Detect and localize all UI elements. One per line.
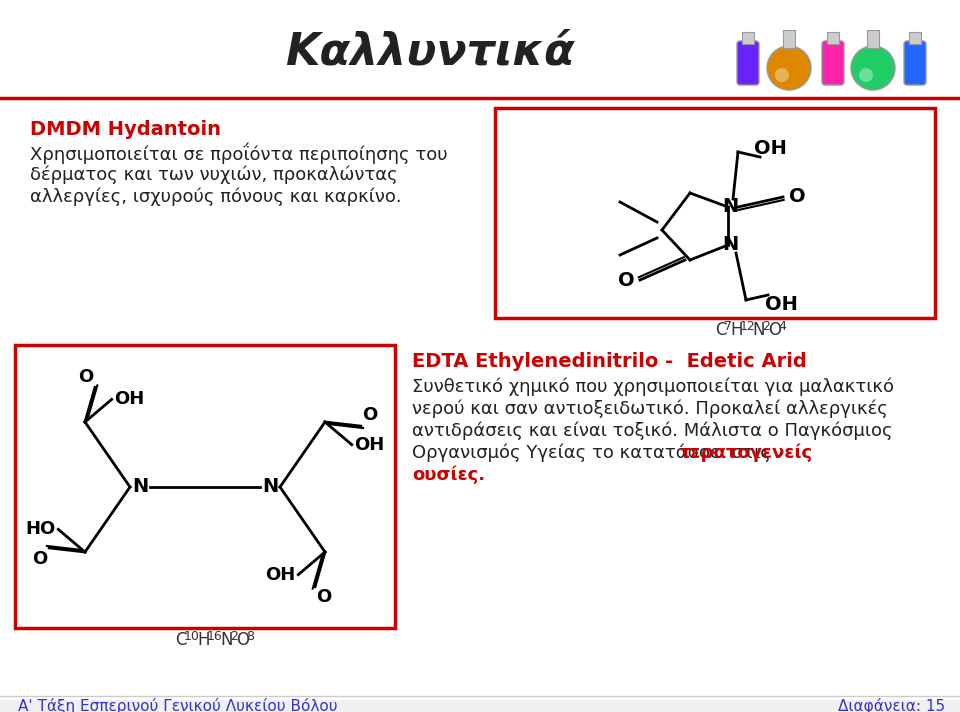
Text: O: O [617,271,635,290]
Text: OH: OH [754,139,786,157]
Text: C: C [175,631,186,649]
Circle shape [851,46,895,90]
Text: 2: 2 [762,320,770,333]
Text: OH: OH [265,565,296,584]
Text: 7: 7 [724,320,732,333]
Text: O: O [317,588,332,607]
Text: 12: 12 [740,320,756,333]
Text: HO: HO [25,520,56,538]
Text: H: H [730,321,742,339]
FancyBboxPatch shape [822,41,844,85]
Text: H: H [197,631,209,649]
Text: 8: 8 [246,629,254,642]
Text: EDTA Ethylenedinitrilo -  Edetic Arid: EDTA Ethylenedinitrilo - Edetic Arid [412,352,806,371]
Text: Χρησιμοποιείται σε προΐόντα περιποίησης του: Χρησιμοποιείται σε προΐόντα περιποίησης … [30,143,447,164]
Text: C: C [715,321,727,339]
Text: αλλεργίες, ισχυρούς πόνους και καρκίνο.: αλλεργίες, ισχυρούς πόνους και καρκίνο. [30,187,401,206]
Text: 16: 16 [207,629,223,642]
Text: O: O [79,367,93,386]
Text: O: O [362,407,377,424]
Text: N: N [132,478,148,496]
Text: Συνθετικό χημικό που χρησιμοποιείται για μαλακτικό: Συνθετικό χημικό που χρησιμοποιείται για… [412,378,894,397]
Text: A' Τάξη Εσπερινού Γενικού Λυκείου Βόλου: A' Τάξη Εσπερινού Γενικού Λυκείου Βόλου [18,698,338,712]
Text: N: N [752,321,764,339]
Text: N: N [220,631,232,649]
Bar [15,345,395,628]
Circle shape [859,68,873,82]
Text: OH: OH [764,295,798,315]
Text: αντιδράσεις και είναι τοξικό. Μάλιστα ο Παγκόσμιος: αντιδράσεις και είναι τοξικό. Μάλιστα ο … [412,422,893,441]
Text: O: O [768,321,781,339]
FancyBboxPatch shape [737,41,759,85]
Text: τερατογενείς: τερατογενείς [680,444,813,463]
Text: Οργανισμός Υγείας το κατατάσσει στις: Οργανισμός Υγείας το κατατάσσει στις [412,444,777,463]
Text: ουσίες.: ουσίες. [412,466,485,484]
Text: DMDM Hydantoin: DMDM Hydantoin [30,120,221,139]
Text: OH: OH [114,390,145,409]
Bar [783,30,795,48]
Text: OH: OH [354,436,385,454]
Text: Διαφάνεια: 15: Διαφάνεια: 15 [838,698,945,712]
Bar [909,32,921,44]
Bar [742,32,754,44]
Text: 2: 2 [230,629,238,642]
Bar [867,30,879,48]
Text: 4: 4 [778,320,786,333]
Bar [827,32,839,44]
Text: N: N [722,197,738,216]
Bar [495,108,935,318]
Text: νερού και σαν αντιοξειδωτικό. Προκαλεί αλλεργικές: νερού και σαν αντιοξειδωτικό. Προκαλεί α… [412,400,888,419]
Text: O: O [236,631,249,649]
Text: O: O [33,550,48,567]
Circle shape [767,46,811,90]
Text: 10: 10 [184,629,200,642]
Text: Καλλυντικά: Καλλυντικά [285,31,575,73]
Circle shape [775,68,789,82]
Text: N: N [262,478,278,496]
Text: N: N [722,236,738,254]
Text: O: O [789,187,805,206]
FancyBboxPatch shape [904,41,926,85]
Text: δέρματος και των νυχιών, προκαλώντας: δέρματος και των νυχιών, προκαλώντας [30,165,397,184]
